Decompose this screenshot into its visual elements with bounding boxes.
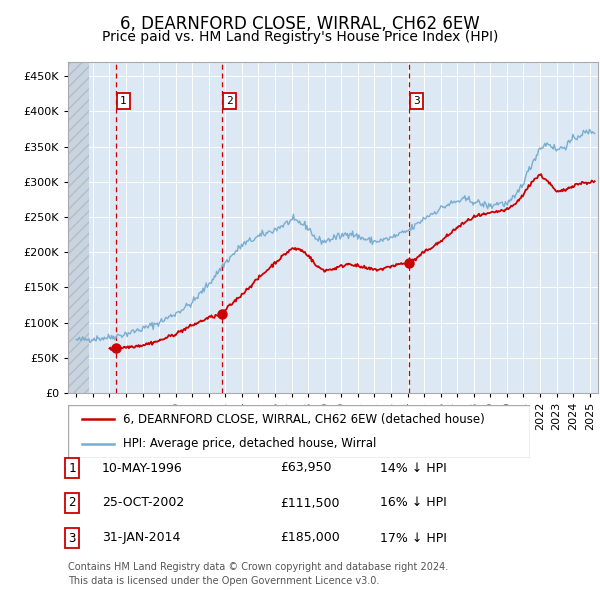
- Text: 3: 3: [68, 532, 76, 545]
- Text: 6, DEARNFORD CLOSE, WIRRAL, CH62 6EW: 6, DEARNFORD CLOSE, WIRRAL, CH62 6EW: [120, 15, 480, 33]
- Bar: [68, 62, 89, 393]
- Text: HPI: Average price, detached house, Wirral: HPI: Average price, detached house, Wirr…: [124, 437, 377, 450]
- Text: 10-MAY-1996: 10-MAY-1996: [102, 461, 183, 474]
- Text: This data is licensed under the Open Government Licence v3.0.: This data is licensed under the Open Gov…: [68, 576, 379, 586]
- Text: Contains HM Land Registry data © Crown copyright and database right 2024.: Contains HM Land Registry data © Crown c…: [68, 562, 448, 572]
- FancyBboxPatch shape: [68, 405, 530, 458]
- Text: 31-JAN-2014: 31-JAN-2014: [102, 532, 181, 545]
- Text: £111,500: £111,500: [280, 497, 340, 510]
- Text: 3: 3: [413, 96, 420, 106]
- Text: 14% ↓ HPI: 14% ↓ HPI: [380, 461, 447, 474]
- Text: 25-OCT-2002: 25-OCT-2002: [102, 497, 184, 510]
- Text: 1: 1: [119, 96, 127, 106]
- Text: Price paid vs. HM Land Registry's House Price Index (HPI): Price paid vs. HM Land Registry's House …: [102, 30, 498, 44]
- Text: 2: 2: [68, 497, 76, 510]
- Text: £185,000: £185,000: [280, 532, 340, 545]
- Text: 2: 2: [227, 96, 233, 106]
- Text: £63,950: £63,950: [280, 461, 331, 474]
- Text: 1: 1: [68, 461, 76, 474]
- Text: 16% ↓ HPI: 16% ↓ HPI: [380, 497, 447, 510]
- Text: 17% ↓ HPI: 17% ↓ HPI: [380, 532, 447, 545]
- Text: 6, DEARNFORD CLOSE, WIRRAL, CH62 6EW (detached house): 6, DEARNFORD CLOSE, WIRRAL, CH62 6EW (de…: [124, 413, 485, 426]
